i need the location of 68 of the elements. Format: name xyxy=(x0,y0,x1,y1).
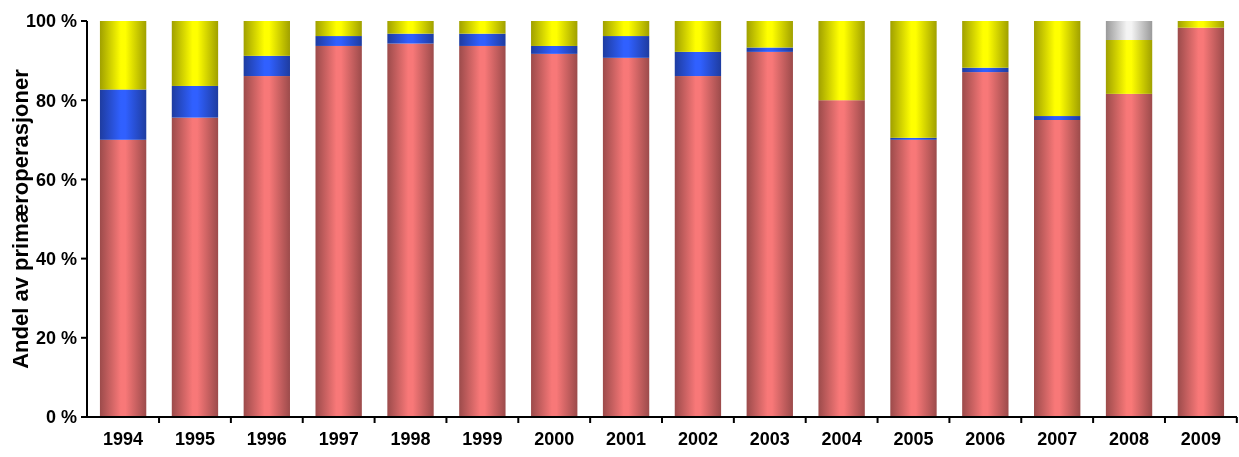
bar xyxy=(602,21,650,37)
bar xyxy=(1105,40,1153,94)
bar xyxy=(531,45,578,54)
bar xyxy=(171,21,219,86)
bar xyxy=(962,72,1009,417)
x-tick-label: 2000 xyxy=(534,429,575,449)
bar xyxy=(1034,116,1081,120)
bar xyxy=(531,21,578,46)
bar xyxy=(746,51,793,417)
bar xyxy=(890,21,937,138)
bar xyxy=(243,76,290,417)
bar xyxy=(746,21,793,48)
bar xyxy=(1105,93,1153,417)
bar xyxy=(387,33,434,44)
y-tick-label: 40 % xyxy=(35,248,77,269)
bar xyxy=(1177,27,1225,417)
bar xyxy=(315,21,362,37)
bar xyxy=(746,47,793,52)
bar xyxy=(1034,120,1081,417)
bar xyxy=(674,76,722,417)
bar xyxy=(818,21,865,101)
x-tick-label: 2002 xyxy=(677,429,718,449)
bar xyxy=(243,55,290,77)
bar xyxy=(387,21,434,34)
bar xyxy=(459,33,506,46)
bar xyxy=(674,51,722,77)
bar xyxy=(818,100,865,417)
bar xyxy=(602,57,650,417)
bar xyxy=(315,45,362,417)
bar xyxy=(387,43,434,417)
x-tick-label: 2007 xyxy=(1037,429,1078,449)
bar xyxy=(962,21,1009,68)
y-tick-label: 0 % xyxy=(45,407,77,428)
bar xyxy=(1034,21,1081,117)
y-tick-label: 20 % xyxy=(35,328,77,349)
x-tick-label: 2009 xyxy=(1180,429,1221,449)
bar xyxy=(890,139,937,417)
bar xyxy=(459,45,506,417)
x-tick-label: 1997 xyxy=(318,429,359,449)
y-tick-label: 80 % xyxy=(35,90,77,111)
y-axis-title: Andel av primæroperasjoner xyxy=(8,68,33,369)
bar xyxy=(531,53,578,417)
x-tick-label: 2003 xyxy=(749,429,790,449)
bar xyxy=(459,21,506,34)
x-tick-label: 1996 xyxy=(246,429,287,449)
bar xyxy=(1177,21,1225,28)
bar xyxy=(171,117,219,417)
bar xyxy=(674,21,722,52)
x-tick-label: 1998 xyxy=(390,429,431,449)
bar xyxy=(171,85,219,118)
bar xyxy=(315,36,362,46)
x-tick-label: 2008 xyxy=(1109,429,1150,449)
x-tick-label: 1994 xyxy=(103,429,144,449)
bar xyxy=(602,36,650,58)
x-tick-label: 2001 xyxy=(606,429,647,449)
bar xyxy=(243,21,290,56)
bar xyxy=(1105,21,1153,41)
x-tick-label: 1995 xyxy=(174,429,215,449)
y-tick-label: 60 % xyxy=(35,169,77,190)
x-tick-label: 1999 xyxy=(462,429,503,449)
x-tick-label: 2005 xyxy=(893,429,934,449)
x-tick-label: 2004 xyxy=(821,429,862,449)
y-tick-label: 100 % xyxy=(25,11,77,32)
x-tick-label: 2006 xyxy=(965,429,1006,449)
bar xyxy=(99,89,147,140)
bar xyxy=(962,67,1009,73)
bar xyxy=(99,21,147,90)
bar xyxy=(99,139,147,417)
